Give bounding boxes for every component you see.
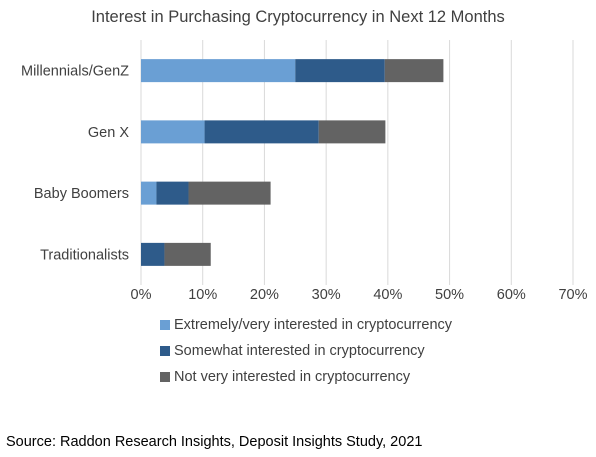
legend-swatch-not-very-interested xyxy=(160,372,170,382)
x-tick-label: 10% xyxy=(188,287,217,303)
bar-segment xyxy=(204,120,319,144)
legend-item-somewhat-interested: Somewhat interested in cryptocurrency xyxy=(160,343,425,359)
chart-title: Interest in Purchasing Cryptocurrency in… xyxy=(91,8,505,26)
x-tick-label: 70% xyxy=(558,287,587,303)
bar-segment xyxy=(141,181,157,205)
bar-segment xyxy=(295,59,385,83)
category-label: Traditionalists xyxy=(40,247,129,263)
legend-item-not-very-interested: Not very interested in cryptocurrency xyxy=(160,369,410,385)
category-label: Gen X xyxy=(88,125,129,141)
legend-label-somewhat-interested: Somewhat interested in cryptocurrency xyxy=(174,343,425,359)
x-tick-label: 30% xyxy=(312,287,341,303)
bar-segment xyxy=(384,59,444,83)
x-tick-label: 40% xyxy=(373,287,402,303)
x-tick-label: 20% xyxy=(250,287,279,303)
x-tick-label: 60% xyxy=(497,287,526,303)
bar-segment xyxy=(188,181,271,205)
bar-segment xyxy=(164,242,211,266)
bar-segment xyxy=(141,120,205,144)
legend-label-extremely-interested: Extremely/very interested in cryptocurre… xyxy=(174,317,453,333)
legend-swatch-extremely-interested xyxy=(160,320,170,330)
source-note: Source: Raddon Research Insights, Deposi… xyxy=(6,434,423,450)
legend-swatch-somewhat-interested xyxy=(160,346,170,356)
legend-label-not-very-interested: Not very interested in cryptocurrency xyxy=(174,369,411,385)
legend-item-extremely-interested: Extremely/very interested in cryptocurre… xyxy=(160,317,452,333)
category-label: Millennials/GenZ xyxy=(21,64,129,80)
bar-segment xyxy=(156,181,189,205)
x-tick-label: 50% xyxy=(435,287,464,303)
category-label: Baby Boomers xyxy=(34,186,129,202)
bar-segment xyxy=(141,59,296,83)
bar-segment xyxy=(141,242,165,266)
bar-segment xyxy=(318,120,386,144)
x-tick-label: 0% xyxy=(131,287,152,303)
